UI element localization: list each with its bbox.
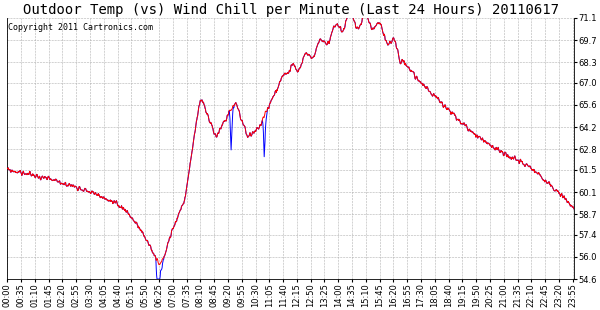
Text: Copyright 2011 Cartronics.com: Copyright 2011 Cartronics.com [8,23,154,32]
Title: Outdoor Temp (vs) Wind Chill per Minute (Last 24 Hours) 20110617: Outdoor Temp (vs) Wind Chill per Minute … [23,3,559,17]
